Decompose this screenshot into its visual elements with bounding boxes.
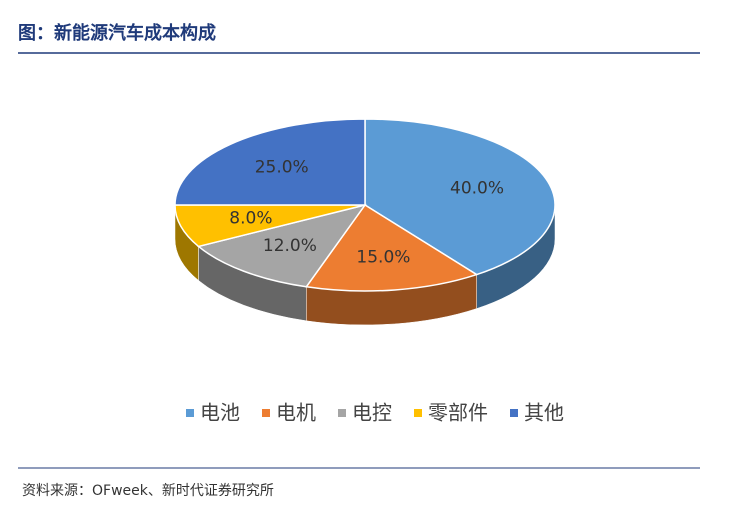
legend-swatch (510, 409, 518, 417)
legend-swatch (414, 409, 422, 417)
slice (174, 118, 366, 206)
data-label: 25.0% (255, 157, 309, 177)
chart-title: 图：新能源汽车成本构成 (18, 22, 216, 44)
data-label: 40.0% (450, 179, 504, 199)
slice (174, 204, 366, 248)
data-label: 12.0% (263, 236, 317, 256)
slice (196, 203, 367, 288)
data-label: 15.0% (356, 248, 410, 268)
legend-swatch (186, 409, 194, 417)
slice (304, 203, 479, 292)
slice (364, 118, 556, 276)
source-note: 资料来源：OFweek、新时代证券研究所 (22, 483, 274, 499)
data-label: 8.0% (229, 208, 272, 228)
legend-label: 零部件 (428, 401, 488, 425)
legend-label: 电池 (200, 401, 240, 425)
legend-swatch (262, 409, 270, 417)
legend-label: 电机 (276, 401, 316, 425)
legend-label: 电控 (352, 401, 392, 425)
legend-label: 其他 (524, 401, 564, 425)
legend-swatch (338, 409, 346, 417)
